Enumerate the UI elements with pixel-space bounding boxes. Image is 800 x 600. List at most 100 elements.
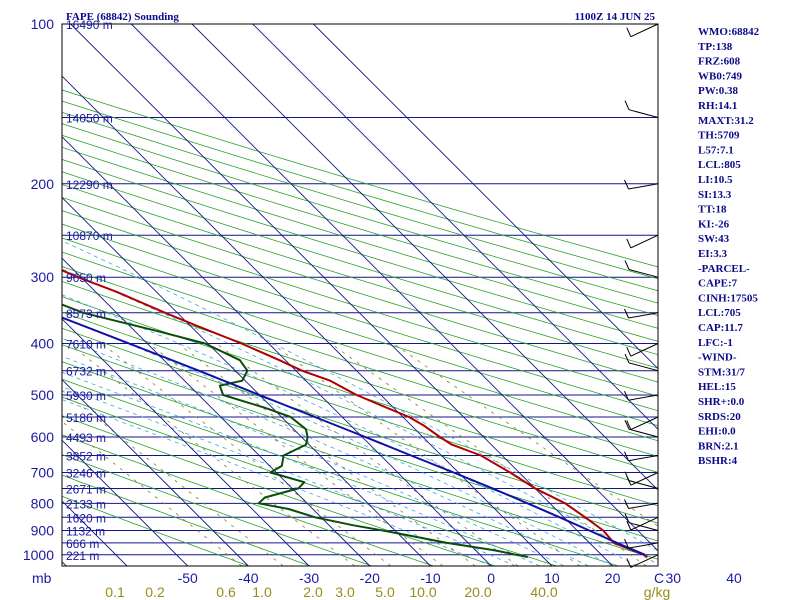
wind-barb (628, 362, 659, 372)
wind-barb (628, 394, 659, 401)
wind-barbs (624, 23, 659, 568)
mixing-ratio-line (68, 343, 355, 566)
dry-adiabat-line (62, 495, 250, 566)
height-label: 5186 m (66, 411, 106, 425)
dry-adiabat-line (62, 159, 658, 342)
wind-barb-feather (624, 390, 629, 401)
moist-adiabat-line (62, 294, 638, 566)
dry-adiabat-line (62, 266, 658, 457)
index-value: LFC:-1 (698, 337, 733, 349)
dry-adiabat-line (62, 311, 658, 507)
wind-barb (630, 554, 659, 568)
moist-adiabat-line (62, 317, 613, 566)
temperature-tick-label: -20 (360, 570, 380, 586)
index-value: RH:14.1 (698, 100, 737, 112)
pressure-label: 500 (31, 387, 55, 403)
isotherm-line (62, 196, 431, 566)
isotherm-line (70, 24, 613, 566)
height-label: 666 m (66, 537, 99, 551)
moist-adiabat-line (62, 240, 658, 552)
index-value: EHI:0.0 (698, 426, 736, 438)
height-label: 5930 m (66, 389, 106, 403)
wind-barb (628, 522, 659, 531)
wind-barb (628, 312, 659, 319)
wind-barb-feather (626, 238, 632, 249)
plot-frame (61, 23, 659, 567)
wind-barb-feather (624, 451, 629, 461)
mixing-ratio-label: 20.0 (464, 584, 491, 600)
isotherm-line (313, 24, 658, 370)
pressure-label: 800 (31, 495, 55, 511)
isotherm-line (130, 24, 658, 552)
parcel-path (62, 316, 646, 556)
index-value: WMO:68842 (698, 26, 760, 38)
isotherm-line (62, 439, 189, 566)
wind-barb (630, 343, 659, 357)
height-label: 2133 m (66, 497, 106, 511)
height-label: 6732 m (66, 365, 106, 379)
temperature-tick-label: 20 (605, 570, 621, 586)
pressure-label: 600 (31, 429, 55, 445)
mixing-ratio-line (177, 343, 476, 566)
height-label: 4493 m (66, 431, 106, 445)
pressure-label: 300 (31, 269, 55, 285)
pressure-label: 900 (31, 523, 55, 539)
pressure-label: 200 (31, 176, 55, 192)
wind-barb-feather (626, 420, 632, 430)
temperature-tick-label: -30 (299, 570, 319, 586)
mixing-ratio-label: 5.0 (375, 584, 395, 600)
mixing-ratio-label: 10.0 (409, 584, 436, 600)
index-value: -WIND- (698, 352, 737, 364)
isotherm-line (62, 318, 310, 566)
dry-adiabat-line (62, 210, 658, 397)
pressure-label: 1000 (23, 547, 54, 563)
moist-adiabat-line (62, 371, 540, 566)
height-label: 9650 m (66, 271, 106, 285)
height-label: 3246 m (66, 467, 106, 481)
dry-adiabat-line (62, 196, 658, 383)
index-value: LCL:705 (698, 307, 741, 319)
index-value: TH:5709 (698, 130, 740, 142)
wind-barb (630, 234, 659, 249)
mixing-ratio-line (62, 389, 284, 566)
index-value: EI:3.3 (698, 248, 728, 260)
wind-barb-feather (626, 27, 632, 37)
isotherm-line (62, 561, 67, 566)
dry-adiabat-line (62, 146, 658, 329)
wind-barb-feather (626, 520, 632, 531)
indices-panel: WMO:68842 TP:138 FRZ:608 WB0:749 PW:0.38 RH:1… (698, 26, 760, 467)
wind-barb (628, 502, 659, 509)
moist-adiabat-line (62, 355, 565, 566)
wind-barb-feather (624, 538, 629, 549)
temperature-tick-label: 40 (726, 570, 742, 586)
isotherm-line (62, 378, 249, 566)
axis-unit-label: mb (32, 570, 52, 586)
index-value: STM:31/7 (698, 366, 746, 378)
wind-barb-feather (624, 471, 630, 481)
height-label: 1620 m (66, 511, 106, 525)
dry-adiabat-line (62, 89, 658, 268)
wind-barb (630, 23, 659, 38)
pressure-label: 700 (31, 465, 55, 481)
pressure-label: 100 (31, 16, 55, 32)
temperature-tick-label: 10 (544, 570, 560, 586)
height-label: 2671 m (66, 482, 106, 496)
mixing-ratio-label: 3.0 (335, 584, 355, 600)
wind-barb (628, 109, 659, 118)
height-label: 7610 m (66, 338, 106, 352)
index-value: CINH:17505 (698, 292, 758, 304)
wind-barb (628, 542, 659, 549)
index-value: FRZ:608 (698, 56, 741, 68)
index-value: WB0:749 (698, 70, 743, 82)
index-value: LCL:805 (698, 159, 741, 171)
dry-adiabat-line (62, 100, 658, 280)
wind-barb (630, 516, 659, 531)
index-value: CAP:11.7 (698, 322, 743, 334)
dry-adiabat-line (62, 378, 619, 566)
dry-adiabat-line (62, 415, 496, 566)
mixing-ratio-line (216, 343, 519, 566)
mixing-ratio-line (62, 420, 242, 566)
index-value: TT:18 (698, 204, 727, 216)
